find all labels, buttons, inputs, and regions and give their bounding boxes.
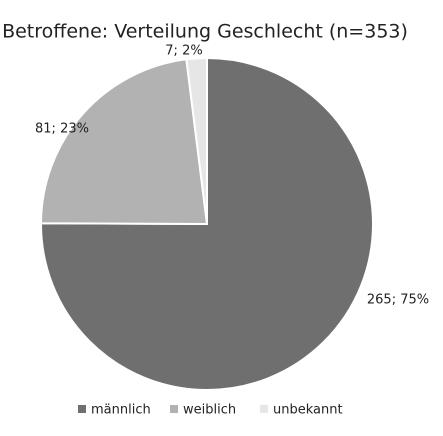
data-label: 81; 23% — [35, 122, 89, 137]
legend-swatch — [260, 405, 268, 413]
legend-label: weiblich — [183, 403, 236, 418]
legend-label: männlich — [91, 403, 151, 418]
pie-slice — [39, 56, 374, 391]
pie-slice — [185, 56, 208, 225]
data-label: 265; 75% — [367, 293, 429, 308]
legend-swatch — [170, 405, 178, 413]
chart-title: Betroffene: Verteilung Geschlecht (n=353… — [2, 21, 408, 43]
legend-label: unbekannt — [273, 403, 343, 418]
legend-swatch — [78, 405, 86, 413]
data-label: 7; 2% — [165, 44, 202, 59]
pie-slice — [39, 58, 209, 226]
